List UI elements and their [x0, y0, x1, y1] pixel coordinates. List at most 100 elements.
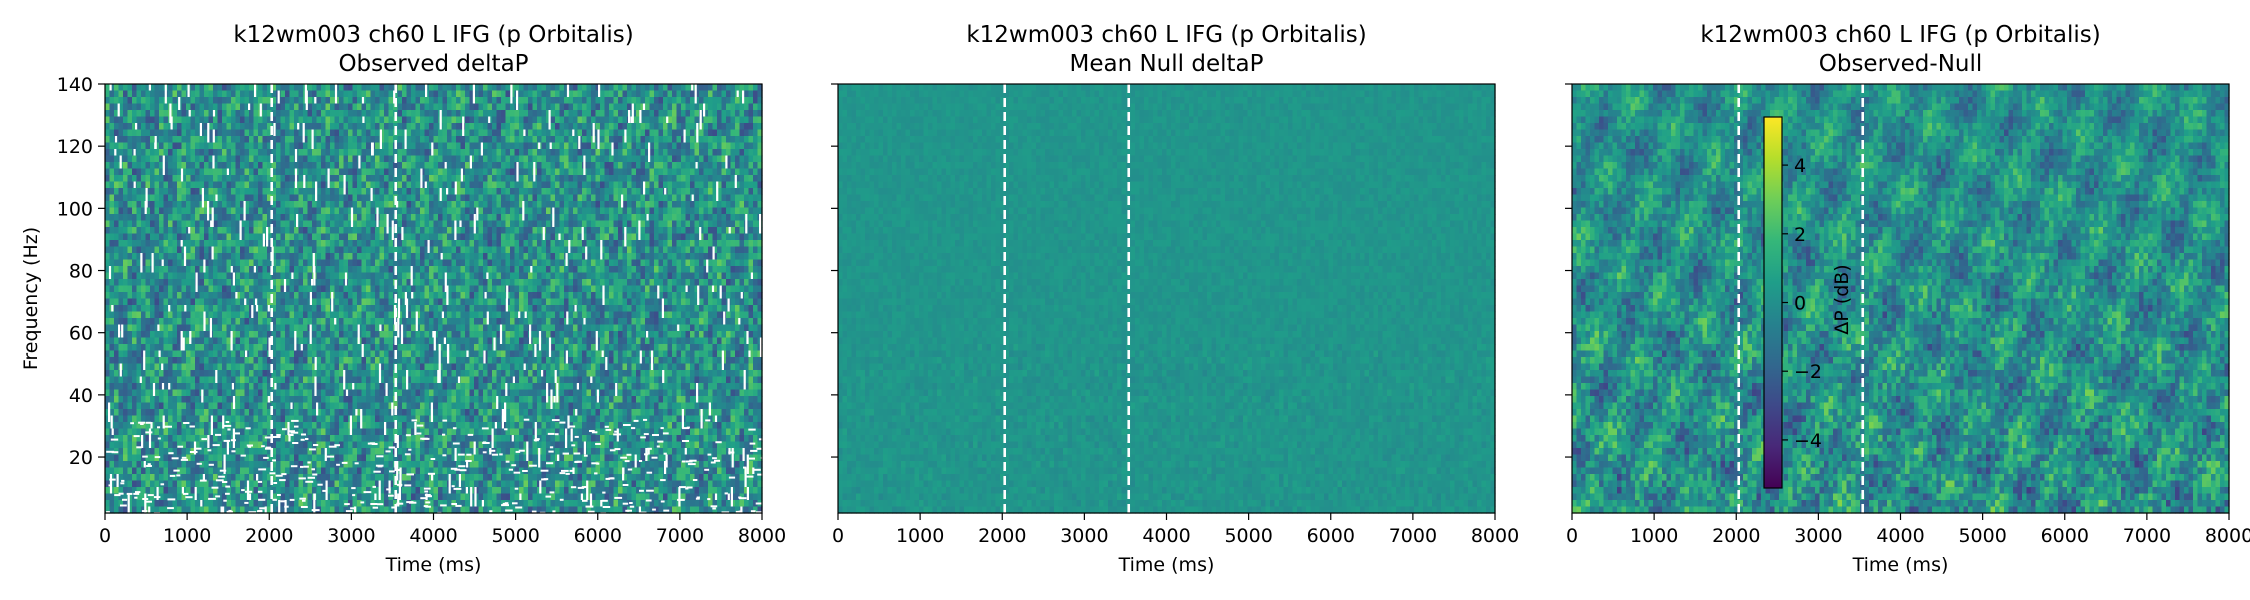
- heatmap-cell: [244, 168, 250, 176]
- heatmap-cell: [429, 227, 435, 235]
- heatmap-cell: [478, 285, 484, 293]
- heatmap-cell: [501, 90, 507, 98]
- heatmap-cell: [159, 142, 165, 150]
- heatmap-cell: [213, 103, 219, 111]
- heatmap-cell: [109, 253, 115, 261]
- heatmap-cell: [685, 142, 691, 150]
- heatmap-cell: [208, 142, 214, 150]
- heatmap-cell: [429, 298, 435, 306]
- heatmap-cell: [699, 292, 705, 300]
- heatmap-cell: [195, 110, 201, 118]
- heatmap-cell: [109, 285, 115, 293]
- heatmap-cell: [433, 116, 439, 124]
- heatmap-cell: [357, 233, 363, 241]
- heatmap-cell: [681, 103, 687, 111]
- heatmap-cell: [685, 233, 691, 241]
- heatmap-cell: [433, 214, 439, 222]
- heatmap-cell: [276, 155, 282, 163]
- heatmap-cell: [136, 214, 142, 222]
- heatmap-cell: [672, 149, 678, 157]
- heatmap-cell: [285, 266, 291, 274]
- heatmap-cell: [370, 292, 376, 300]
- heatmap-cell: [240, 279, 246, 287]
- heatmap-cell: [181, 214, 187, 222]
- heatmap-cell: [109, 116, 115, 124]
- heatmap-cell: [694, 149, 700, 157]
- heatmap-cell: [415, 175, 421, 183]
- heatmap-cell: [235, 149, 241, 157]
- heatmap-cell: [177, 207, 183, 215]
- heatmap-cell: [235, 266, 241, 274]
- heatmap-cell: [757, 168, 763, 176]
- heatmap-cell: [667, 97, 673, 105]
- heatmap-cell: [384, 201, 390, 209]
- heatmap-cell: [253, 188, 259, 196]
- heatmap-cell: [487, 142, 493, 150]
- heatmap-cell: [244, 227, 250, 235]
- heatmap-cell: [676, 220, 682, 228]
- heatmap-cell: [519, 266, 525, 274]
- heatmap-cell: [222, 220, 228, 228]
- heatmap-cell: [249, 259, 255, 267]
- heatmap-cell: [523, 155, 529, 163]
- heatmap-cell: [109, 168, 115, 176]
- heatmap-cell: [388, 233, 394, 241]
- heatmap-cell: [582, 266, 588, 274]
- heatmap-cell: [163, 266, 169, 274]
- heatmap-cell: [402, 84, 408, 92]
- heatmap-cell: [199, 272, 205, 280]
- heatmap-cell: [708, 168, 714, 176]
- heatmap-cell: [375, 266, 381, 274]
- heatmap-cell: [465, 155, 471, 163]
- heatmap-cell: [649, 246, 655, 254]
- heatmap-cell: [195, 220, 201, 228]
- heatmap-cell: [600, 155, 606, 163]
- heatmap-cell: [406, 168, 412, 176]
- heatmap-cell: [370, 279, 376, 287]
- heatmap-cell: [222, 129, 228, 137]
- heatmap-cell: [172, 129, 178, 137]
- heatmap-cell: [550, 110, 556, 118]
- heatmap-cell: [699, 162, 705, 170]
- heatmap-cell: [595, 103, 601, 111]
- heatmap-cell: [334, 233, 340, 241]
- heatmap-cell: [415, 103, 421, 111]
- heatmap-cell: [672, 168, 678, 176]
- heatmap-cell: [361, 298, 367, 306]
- heatmap-cell: [717, 272, 723, 280]
- heatmap-cell: [186, 305, 192, 313]
- heatmap-cell: [217, 259, 223, 267]
- heatmap-cell: [375, 201, 381, 209]
- heatmap-cell: [280, 259, 286, 267]
- heatmap-cell: [213, 220, 219, 228]
- heatmap-cell: [127, 292, 133, 300]
- heatmap-cell: [744, 279, 750, 287]
- heatmap-cell: [105, 272, 111, 280]
- heatmap-cell: [514, 298, 520, 306]
- heatmap-cell: [492, 279, 498, 287]
- heatmap-cell: [271, 207, 277, 215]
- heatmap-cell: [654, 181, 660, 189]
- heatmap-cell: [109, 149, 115, 157]
- heatmap-cell: [505, 246, 511, 254]
- heatmap-cell: [123, 103, 129, 111]
- heatmap-cell: [699, 201, 705, 209]
- heatmap-cell: [321, 149, 327, 157]
- heatmap-cell: [717, 279, 723, 287]
- heatmap-cell: [528, 162, 534, 170]
- heatmap-cell: [676, 194, 682, 202]
- heatmap-cell: [402, 181, 408, 189]
- heatmap-cell: [442, 240, 448, 248]
- heatmap-cell: [586, 155, 592, 163]
- heatmap-cell: [672, 246, 678, 254]
- heatmap-cell: [343, 292, 349, 300]
- heatmap-cell: [456, 285, 462, 293]
- heatmap-cell: [177, 149, 183, 157]
- heatmap-cell: [483, 253, 489, 261]
- heatmap-cell: [721, 253, 727, 261]
- heatmap-cell: [352, 97, 358, 105]
- heatmap-cell: [456, 298, 462, 306]
- heatmap-cell: [361, 188, 367, 196]
- heatmap-cell: [649, 84, 655, 92]
- heatmap-cell: [141, 227, 147, 235]
